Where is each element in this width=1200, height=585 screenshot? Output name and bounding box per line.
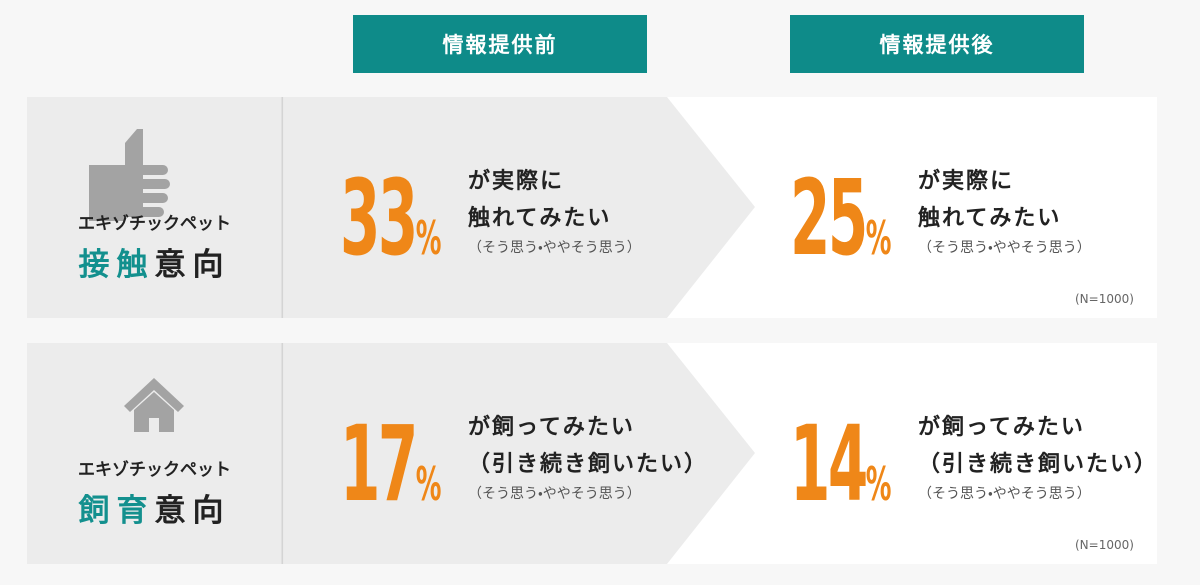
text-line2: 触れてみたい (468, 206, 612, 231)
intent-rest: 意向 (154, 247, 231, 283)
text-line1: が飼ってみたい (468, 415, 635, 440)
text-line1: が実際に (468, 169, 565, 194)
header-after: 情報提供後 (790, 15, 1084, 73)
note: （そう思う・ややそう思う） (918, 486, 1091, 502)
percent-value: 17 (340, 403, 418, 525)
text-line1: が実際に (918, 169, 1015, 194)
intent-highlight: 飼育 (78, 493, 155, 529)
header-before: 情報提供前 (353, 15, 647, 73)
intent-label: 飼育意向 (27, 485, 282, 530)
row: エキゾチックペット飼育意向 17% が飼ってみたい （引き続き飼いたい） （そう思う・や… (27, 343, 1157, 564)
percent-unit: % (415, 211, 442, 265)
before-percent: 17% (340, 403, 441, 525)
sample-size: (N=1000) (1075, 292, 1134, 306)
intent-label: 接触意向 (27, 239, 282, 284)
text-line2: （引き続き飼いたい） (918, 452, 1159, 477)
note: （そう思う・ややそう思う） (918, 240, 1091, 256)
text-line1: が飼ってみたい (918, 415, 1085, 440)
category-label: エキゾチックペット (78, 460, 231, 480)
before-percent: 33% (340, 157, 441, 279)
percent-value: 33 (340, 157, 418, 279)
note: （そう思う・ややそう思う） (468, 486, 641, 502)
after-percent: 25% (790, 157, 891, 279)
text-line2: 触れてみたい (918, 206, 1062, 231)
row: エキゾチックペット接触意向 33% が実際に触れてみたい （そう思う・ややそう思う） 2… (27, 97, 1157, 318)
category-label: エキゾチックペット (78, 214, 231, 234)
row-background (27, 343, 755, 564)
percent-unit: % (865, 457, 892, 511)
percent-value: 14 (790, 403, 868, 525)
text-line2: （引き続き飼いたい） (468, 452, 709, 477)
percent-unit: % (865, 211, 892, 265)
row-background (27, 97, 755, 318)
intent-highlight: 接触 (78, 247, 155, 283)
sample-size: (N=1000) (1075, 538, 1134, 552)
note: （そう思う・ややそう思う） (468, 240, 641, 256)
percent-value: 25 (790, 157, 868, 279)
percent-unit: % (415, 457, 442, 511)
after-percent: 14% (790, 403, 891, 525)
intent-rest: 意向 (154, 493, 231, 529)
